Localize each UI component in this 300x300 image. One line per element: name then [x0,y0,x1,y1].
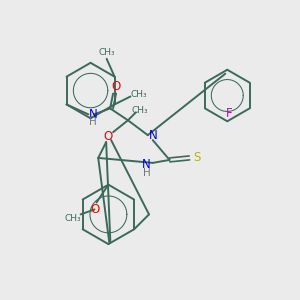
Text: N: N [149,129,158,142]
Text: O: O [111,80,121,93]
Text: S: S [194,152,201,164]
Text: CH₃: CH₃ [130,90,147,99]
Text: CH₃: CH₃ [64,214,81,223]
Text: O: O [90,203,99,216]
Text: F: F [226,107,232,120]
Text: CH₃: CH₃ [131,106,148,115]
Text: H: H [143,168,151,178]
Text: N: N [89,108,98,121]
Text: O: O [103,130,113,142]
Text: H: H [89,117,97,127]
Text: CH₃: CH₃ [98,48,115,57]
Text: N: N [142,158,151,171]
